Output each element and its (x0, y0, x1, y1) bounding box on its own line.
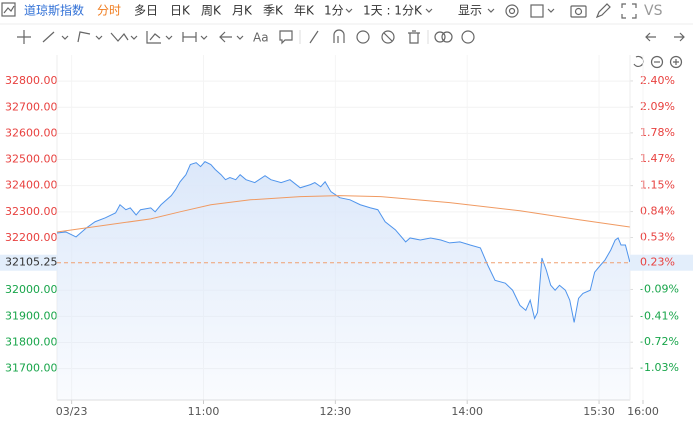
y-tick-label: 32000.00 (5, 283, 58, 296)
symbol-icon (1, 2, 16, 17)
wave-tool[interactable] (110, 32, 129, 42)
y2-tick-label: 1.15% (640, 179, 675, 192)
crosshair-tool[interactable] (17, 30, 31, 44)
y2-tick-label: 1.47% (640, 152, 675, 165)
chevron (425, 8, 433, 13)
y2-tick-label: -1.03% (640, 361, 679, 374)
chevron (165, 35, 173, 40)
chevron (61, 35, 69, 40)
plot: 32800.00 32700.00 32600.00 32500.00 32400.00… (0, 55, 693, 418)
drawing-toolbar: Aa (17, 29, 685, 45)
line (56, 195, 630, 233)
line (56, 161, 631, 323)
zoom-in (673, 59, 679, 65)
camera-icon[interactable] (570, 5, 587, 18)
y-tick-label: 32200.00 (5, 231, 58, 244)
symbol-name[interactable]: 道琼斯指数 (24, 3, 84, 18)
y-tick-label: 32700.00 (5, 100, 58, 113)
channel-tool[interactable] (77, 31, 91, 43)
note-tool[interactable] (279, 30, 293, 45)
x-tick-label: 12:30 (319, 405, 351, 418)
y2-tick-label: 0.53% (640, 231, 675, 244)
chevron (487, 8, 495, 13)
compare-button[interactable]: VS (644, 3, 663, 19)
chevron (236, 35, 244, 40)
fib-tool[interactable] (146, 31, 161, 44)
color-icon[interactable] (530, 4, 544, 18)
overlay-tool[interactable] (434, 31, 446, 43)
chevron (95, 35, 103, 40)
current-price-box (0, 254, 57, 271)
reset-zoom[interactable] (633, 55, 644, 68)
undo[interactable] (645, 32, 656, 42)
magnet-tool[interactable] (333, 29, 345, 43)
tab[interactable]: 月K (232, 4, 253, 18)
camera-icon (574, 7, 583, 16)
line-tool[interactable] (42, 31, 55, 43)
chevron (345, 8, 353, 13)
area (57, 161, 630, 400)
interval-select[interactable]: 1分 (324, 4, 344, 18)
chevron (200, 35, 208, 40)
tab[interactable]: 周K (201, 4, 222, 18)
y2-tick-label: -0.09% (640, 282, 679, 295)
zoom-out[interactable] (650, 55, 664, 69)
arrow-tool[interactable] (219, 31, 232, 43)
y2-tick-label: -0.72% (640, 335, 679, 348)
tab[interactable]: 多日 (134, 4, 158, 18)
range-select[interactable]: 1天 : 1分K (363, 4, 423, 18)
y-tick-label: 32300.00 (5, 205, 58, 218)
y-tick-label: 32500.00 (5, 153, 58, 166)
tab[interactable]: 日K (170, 4, 191, 18)
delete-tool[interactable] (408, 30, 420, 44)
x-tick-label: 03/23 (56, 405, 88, 418)
symbol-icon (3, 5, 15, 14)
text-tool[interactable]: Aa (253, 31, 269, 45)
current-change-box (630, 254, 693, 271)
x-tick-label: 15:30 (583, 405, 615, 418)
redo[interactable] (674, 32, 685, 42)
current-change-label: 0.23% (640, 256, 675, 269)
toolbar: 道琼斯指数 分时 多日 日K 周K 月K 季K 年K 1分 1天 : 1分K 显… (0, 2, 693, 25)
ruler-tool[interactable] (309, 30, 319, 44)
pen-icon[interactable] (595, 3, 611, 19)
settings-icon[interactable] (505, 4, 519, 18)
lock-tool[interactable] (356, 30, 370, 44)
y-tick-label: 32600.00 (5, 126, 58, 139)
draw-settings[interactable] (461, 30, 475, 44)
x-tick-label: 16:00 (627, 405, 659, 418)
tab[interactable]: 年K (294, 4, 315, 18)
y2-tick-label: 1.78% (640, 126, 675, 139)
fullscreen-icon[interactable] (621, 3, 637, 19)
y2-tick-label: 2.40% (640, 74, 675, 87)
zoom-in[interactable] (669, 55, 683, 69)
hide-tool (383, 32, 393, 42)
x-tick-label: 14:00 (451, 405, 483, 418)
chevron (547, 8, 555, 13)
measure-tool[interactable] (182, 32, 197, 42)
y-tick-label: 31800.00 (5, 336, 58, 349)
overlay-tool (441, 31, 453, 43)
y2-tick-label: 2.09% (640, 100, 675, 113)
current-price-label: 32105.25 (5, 256, 58, 269)
y-tick-label: 32800.00 (5, 74, 58, 87)
y-tick-label: 31700.00 (5, 362, 58, 375)
settings-icon (508, 7, 516, 15)
y-tick-label: 32400.00 (5, 179, 58, 192)
display-select[interactable]: 显示 (458, 4, 482, 18)
y2-tick-label: 0.84% (640, 205, 675, 218)
tab[interactable]: 季K (263, 4, 284, 18)
hide-tool[interactable] (381, 30, 395, 44)
chevron (130, 35, 138, 40)
tab[interactable]: 分时 (97, 4, 121, 18)
y2-tick-label: -0.41% (640, 309, 679, 322)
y-tick-label: 31900.00 (5, 309, 58, 322)
x-tick-label: 11:00 (188, 405, 220, 418)
